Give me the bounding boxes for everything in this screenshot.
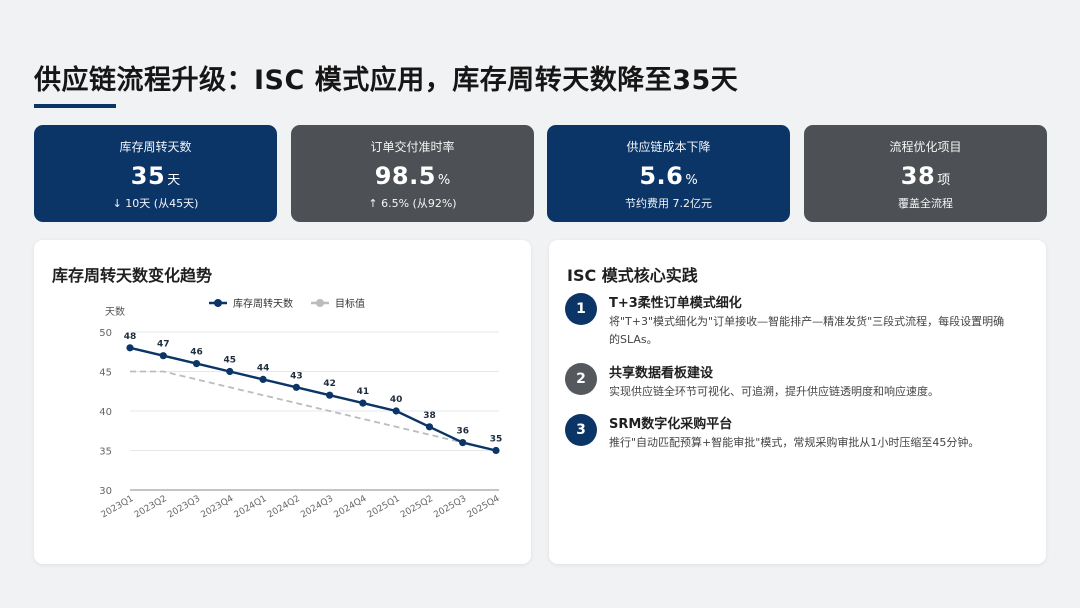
data-point xyxy=(326,391,334,399)
y-tick-label: 40 xyxy=(99,407,112,418)
x-tick-label: 2023Q2 xyxy=(133,494,169,521)
data-label: 40 xyxy=(390,395,403,405)
kpi-card-on-time-delivery: 订单交付准时率 98.5% ↑ 6.5% (从92%) xyxy=(291,125,534,222)
number-badge: 3 xyxy=(565,414,597,446)
data-point xyxy=(292,383,300,391)
y-axis-label: 天数 xyxy=(105,305,125,318)
x-tick-label: 2023Q4 xyxy=(199,494,235,521)
kpi-label: 订单交付准时率 xyxy=(370,140,455,154)
title-underline xyxy=(34,104,116,108)
x-tick-label: 2024Q1 xyxy=(233,494,269,521)
kpi-sub: ↑ 6.5% (从92%) xyxy=(368,197,457,210)
data-label: 48 xyxy=(124,332,137,342)
kpi-label: 库存周转天数 xyxy=(119,140,192,154)
practice-item-desc: 实现供应链全环节可视化、可追溯，提升供应链透明度和响应速度。 xyxy=(609,385,939,398)
number-badge: 2 xyxy=(565,363,597,395)
number-badge: 1 xyxy=(565,293,597,325)
x-tick-label: 2025Q1 xyxy=(366,494,402,521)
data-label: 43 xyxy=(290,371,303,381)
x-tick-label: 2024Q4 xyxy=(332,494,368,521)
legend-entry: 库存周转天数 xyxy=(233,297,293,310)
x-tick-label: 2025Q4 xyxy=(466,494,502,521)
data-point xyxy=(425,423,434,431)
practice-panel: ISC 模式核心实践 1 T+3柔性订单模式细化 将"T+3"模式细化为"订单接… xyxy=(549,240,1046,564)
data-label: 47 xyxy=(157,340,170,350)
y-tick-label: 30 xyxy=(99,486,112,497)
data-point xyxy=(392,407,400,415)
data-point xyxy=(192,360,201,368)
kpi-sub: 覆盖全流程 xyxy=(898,197,953,210)
x-tick-label: 2025Q3 xyxy=(432,494,468,521)
kpi-label: 供应链成本下降 xyxy=(626,140,711,154)
legend-marker xyxy=(316,299,324,307)
kpi-sub: ↓ 10天 (从45天) xyxy=(112,197,199,210)
target-series-line xyxy=(130,370,497,452)
x-tick-label: 2023Q3 xyxy=(166,494,202,521)
x-tick-label: 2025Q2 xyxy=(399,494,435,521)
y-tick-label: 45 xyxy=(99,368,112,379)
kpi-unit: % xyxy=(685,173,698,188)
y-tick-label: 50 xyxy=(99,328,112,339)
data-label: 41 xyxy=(357,387,370,397)
main-series-line xyxy=(129,346,497,452)
data-point xyxy=(226,367,234,376)
kpi-unit: % xyxy=(437,173,451,188)
data-point xyxy=(259,375,267,383)
practice-item-title: 共享数据看板建设 xyxy=(609,366,714,381)
x-tick-label: 2023Q1 xyxy=(100,494,136,521)
line-chart: 天数30354045502023Q12023Q22023Q32023Q42024… xyxy=(99,297,503,521)
chart-panel: 库存周转天数变化趋势 天数 30 35 40 45 50 2023Q1 2023Q2 2023Q… xyxy=(34,240,531,564)
practice-item-title: T+3柔性订单模式细化 xyxy=(609,296,742,311)
practice-item-desc: 将"T+3"模式细化为"订单接收—智能排产—精准发货"三段式流程，每段设置明确的… xyxy=(609,315,1005,346)
y-tick-label: 35 xyxy=(99,447,112,458)
kpi-value: 38 xyxy=(900,162,936,190)
data-point xyxy=(126,344,134,352)
data-label: 46 xyxy=(190,348,203,358)
kpi-card-inventory-days: 库存周转天数 35 天 ↓ 10天 (从45天) xyxy=(34,125,277,222)
legend-marker xyxy=(214,299,222,307)
x-tick-label: 2024Q3 xyxy=(299,494,335,521)
data-point xyxy=(359,399,367,407)
kpi-card-cost-reduction: 供应链成本下降 5.6% 节约费用 7.2亿元 xyxy=(547,125,790,222)
kpi-value: 98.5 xyxy=(374,162,436,190)
data-label: 38 xyxy=(423,411,436,421)
data-label: 44 xyxy=(257,363,270,373)
practice-panel-title: ISC 模式核心实践 xyxy=(567,266,698,285)
kpi-value: 5.6 xyxy=(639,162,684,190)
legend-entry: 目标值 xyxy=(335,297,365,310)
x-tick-label: 2024Q2 xyxy=(266,494,302,521)
data-label: 35 xyxy=(490,435,503,445)
kpi-label: 流程优化项目 xyxy=(889,140,962,154)
page-title: 供应链流程升级：ISC 模式应用，库存周转天数降至35天 xyxy=(34,65,739,96)
data-label: 45 xyxy=(224,356,237,366)
kpi-unit: 项 xyxy=(937,173,951,188)
kpi-value: 35 xyxy=(130,162,166,190)
chart-panel-title: 库存周转天数变化趋势 xyxy=(52,266,213,285)
data-point xyxy=(459,439,467,447)
data-point xyxy=(159,352,167,360)
data-label: 36 xyxy=(456,427,469,437)
practice-item-desc: 推行"自动匹配预算+智能审批"模式，常规采购审批从1小时压缩至45分钟。 xyxy=(609,436,980,449)
data-point xyxy=(492,446,500,455)
kpi-sub: 节约费用 7.2亿元 xyxy=(625,197,712,210)
data-label: 42 xyxy=(323,379,336,389)
practice-item-title: SRM数字化采购平台 xyxy=(609,417,733,432)
kpi-unit: 天 xyxy=(167,173,181,188)
kpi-card-process-projects: 流程优化项目 38 项 覆盖全流程 xyxy=(804,125,1047,222)
